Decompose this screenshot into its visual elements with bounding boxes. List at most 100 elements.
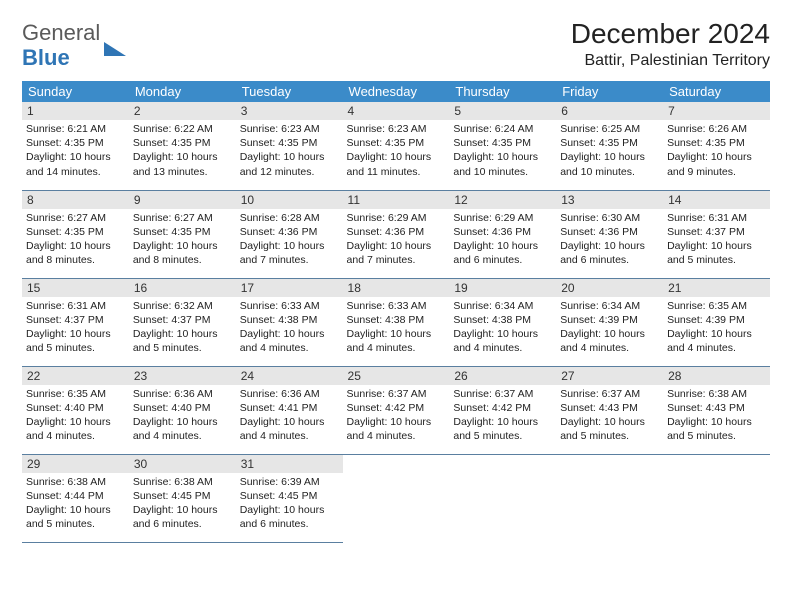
calendar-cell-empty	[556, 454, 663, 542]
calendar-page: General Blue December 2024 Battir, Pales…	[0, 0, 792, 543]
day-details: Sunrise: 6:36 AMSunset: 4:40 PMDaylight:…	[131, 387, 234, 444]
day-number: 30	[129, 455, 236, 473]
header: General Blue December 2024 Battir, Pales…	[22, 18, 770, 71]
calendar-cell: 17 Sunrise: 6:33 AMSunset: 4:38 PMDayligh…	[236, 278, 343, 366]
day-number: 27	[556, 367, 663, 385]
day-details: Sunrise: 6:27 AMSunset: 4:35 PMDaylight:…	[131, 211, 234, 268]
location: Battir, Palestinian Territory	[571, 52, 770, 70]
day-number: 17	[236, 279, 343, 297]
calendar-cell: 4 Sunrise: 6:23 AMSunset: 4:35 PMDaylight…	[343, 102, 450, 190]
day-details: Sunrise: 6:25 AMSunset: 4:35 PMDaylight:…	[558, 122, 661, 179]
day-details: Sunrise: 6:37 AMSunset: 4:42 PMDaylight:…	[345, 387, 448, 444]
calendar-cell: 10 Sunrise: 6:28 AMSunset: 4:36 PMDayligh…	[236, 190, 343, 278]
day-details: Sunrise: 6:27 AMSunset: 4:35 PMDaylight:…	[24, 211, 127, 268]
day-number: 18	[343, 279, 450, 297]
col-thursday: Thursday	[449, 81, 556, 102]
day-details: Sunrise: 6:37 AMSunset: 4:42 PMDaylight:…	[451, 387, 554, 444]
calendar-cell: 25 Sunrise: 6:37 AMSunset: 4:42 PMDayligh…	[343, 366, 450, 454]
col-tuesday: Tuesday	[236, 81, 343, 102]
calendar-cell: 7Sunrise: 6:26 AMSunset: 4:35 PMDaylight…	[663, 102, 770, 190]
calendar-cell-empty	[449, 454, 556, 542]
calendar-cell: 3 Sunrise: 6:23 AMSunset: 4:35 PMDaylight…	[236, 102, 343, 190]
calendar-cell: 28Sunrise: 6:38 AMSunset: 4:43 PMDayligh…	[663, 366, 770, 454]
calendar-cell: 20Sunrise: 6:34 AMSunset: 4:39 PMDayligh…	[556, 278, 663, 366]
col-saturday: Saturday	[663, 81, 770, 102]
calendar-table: Sunday Monday Tuesday Wednesday Thursday…	[22, 81, 770, 543]
logo-line1: General	[22, 20, 100, 45]
day-details: Sunrise: 6:35 AMSunset: 4:39 PMDaylight:…	[665, 299, 768, 356]
day-details: Sunrise: 6:34 AMSunset: 4:38 PMDaylight:…	[451, 299, 554, 356]
day-details: Sunrise: 6:21 AMSunset: 4:35 PMDaylight:…	[24, 122, 127, 179]
logo-triangle-icon	[104, 42, 126, 56]
month-title: December 2024	[571, 18, 770, 50]
logo: General Blue	[22, 18, 126, 71]
day-number: 5	[449, 102, 556, 120]
day-number: 8	[22, 191, 129, 209]
day-number: 13	[556, 191, 663, 209]
calendar-cell: 12 Sunrise: 6:29 AMSunset: 4:36 PMDayligh…	[449, 190, 556, 278]
day-number: 20	[556, 279, 663, 297]
day-number: 15	[22, 279, 129, 297]
calendar-cell: 19 Sunrise: 6:34 AMSunset: 4:38 PMDayligh…	[449, 278, 556, 366]
day-number: 25	[343, 367, 450, 385]
calendar-cell: 9 Sunrise: 6:27 AMSunset: 4:35 PMDaylight…	[129, 190, 236, 278]
day-details: Sunrise: 6:39 AMSunset: 4:45 PMDaylight:…	[238, 475, 341, 532]
day-details: Sunrise: 6:31 AMSunset: 4:37 PMDaylight:…	[24, 299, 127, 356]
day-details: Sunrise: 6:29 AMSunset: 4:36 PMDaylight:…	[345, 211, 448, 268]
day-details: Sunrise: 6:38 AMSunset: 4:43 PMDaylight:…	[665, 387, 768, 444]
day-details: Sunrise: 6:24 AMSunset: 4:35 PMDaylight:…	[451, 122, 554, 179]
day-details: Sunrise: 6:23 AMSunset: 4:35 PMDaylight:…	[238, 122, 341, 179]
calendar-cell: 23Sunrise: 6:36 AMSunset: 4:40 PMDayligh…	[129, 366, 236, 454]
calendar-cell: 13 Sunrise: 6:30 AMSunset: 4:36 PMDayligh…	[556, 190, 663, 278]
day-details: Sunrise: 6:29 AMSunset: 4:36 PMDaylight:…	[451, 211, 554, 268]
calendar-head: Sunday Monday Tuesday Wednesday Thursday…	[22, 81, 770, 102]
day-details: Sunrise: 6:38 AMSunset: 4:45 PMDaylight:…	[131, 475, 234, 532]
logo-line2: Blue	[22, 45, 100, 71]
day-details: Sunrise: 6:28 AMSunset: 4:36 PMDaylight:…	[238, 211, 341, 268]
col-wednesday: Wednesday	[343, 81, 450, 102]
day-number: 3	[236, 102, 343, 120]
day-details: Sunrise: 6:38 AMSunset: 4:44 PMDaylight:…	[24, 475, 127, 532]
col-sunday: Sunday	[22, 81, 129, 102]
calendar-body: 1 Sunrise: 6:21 AMSunset: 4:35 PMDaylight…	[22, 102, 770, 542]
day-number: 21	[663, 279, 770, 297]
day-number: 10	[236, 191, 343, 209]
day-number: 6	[556, 102, 663, 120]
day-details: Sunrise: 6:35 AMSunset: 4:40 PMDaylight:…	[24, 387, 127, 444]
calendar-cell: 31 Sunrise: 6:39 AMSunset: 4:45 PMDayligh…	[236, 454, 343, 542]
day-details: Sunrise: 6:36 AMSunset: 4:41 PMDaylight:…	[238, 387, 341, 444]
day-details: Sunrise: 6:33 AMSunset: 4:38 PMDaylight:…	[238, 299, 341, 356]
calendar-cell: 2 Sunrise: 6:22 AMSunset: 4:35 PMDaylight…	[129, 102, 236, 190]
day-number: 29	[22, 455, 129, 473]
calendar-cell: 6 Sunrise: 6:25 AMSunset: 4:35 PMDaylight…	[556, 102, 663, 190]
day-number: 16	[129, 279, 236, 297]
calendar-cell: 5 Sunrise: 6:24 AMSunset: 4:35 PMDaylight…	[449, 102, 556, 190]
calendar-cell: 15 Sunrise: 6:31 AMSunset: 4:37 PMDayligh…	[22, 278, 129, 366]
day-details: Sunrise: 6:22 AMSunset: 4:35 PMDaylight:…	[131, 122, 234, 179]
day-number: 14	[663, 191, 770, 209]
day-number: 1	[22, 102, 129, 120]
col-friday: Friday	[556, 81, 663, 102]
day-number: 9	[129, 191, 236, 209]
day-number: 26	[449, 367, 556, 385]
calendar-cell: 18 Sunrise: 6:33 AMSunset: 4:38 PMDayligh…	[343, 278, 450, 366]
day-details: Sunrise: 6:33 AMSunset: 4:38 PMDaylight:…	[345, 299, 448, 356]
day-details: Sunrise: 6:26 AMSunset: 4:35 PMDaylight:…	[665, 122, 768, 179]
day-number: 19	[449, 279, 556, 297]
day-details: Sunrise: 6:31 AMSunset: 4:37 PMDaylight:…	[665, 211, 768, 268]
day-details: Sunrise: 6:30 AMSunset: 4:36 PMDaylight:…	[558, 211, 661, 268]
day-number: 2	[129, 102, 236, 120]
day-number: 4	[343, 102, 450, 120]
day-details: Sunrise: 6:23 AMSunset: 4:35 PMDaylight:…	[345, 122, 448, 179]
calendar-cell: 21 Sunrise: 6:35 AMSunset: 4:39 PMDayligh…	[663, 278, 770, 366]
calendar-cell: 8 Sunrise: 6:27 AMSunset: 4:35 PMDaylight…	[22, 190, 129, 278]
calendar-cell: 22 Sunrise: 6:35 AMSunset: 4:40 PMDayligh…	[22, 366, 129, 454]
calendar-cell: 26 Sunrise: 6:37 AMSunset: 4:42 PMDayligh…	[449, 366, 556, 454]
title-block: December 2024 Battir, Palestinian Territ…	[571, 18, 770, 70]
calendar-cell-empty	[343, 454, 450, 542]
calendar-cell: 30 Sunrise: 6:38 AMSunset: 4:45 PMDayligh…	[129, 454, 236, 542]
day-number: 12	[449, 191, 556, 209]
calendar-cell: 27Sunrise: 6:37 AMSunset: 4:43 PMDayligh…	[556, 366, 663, 454]
day-number: 22	[22, 367, 129, 385]
day-number: 31	[236, 455, 343, 473]
